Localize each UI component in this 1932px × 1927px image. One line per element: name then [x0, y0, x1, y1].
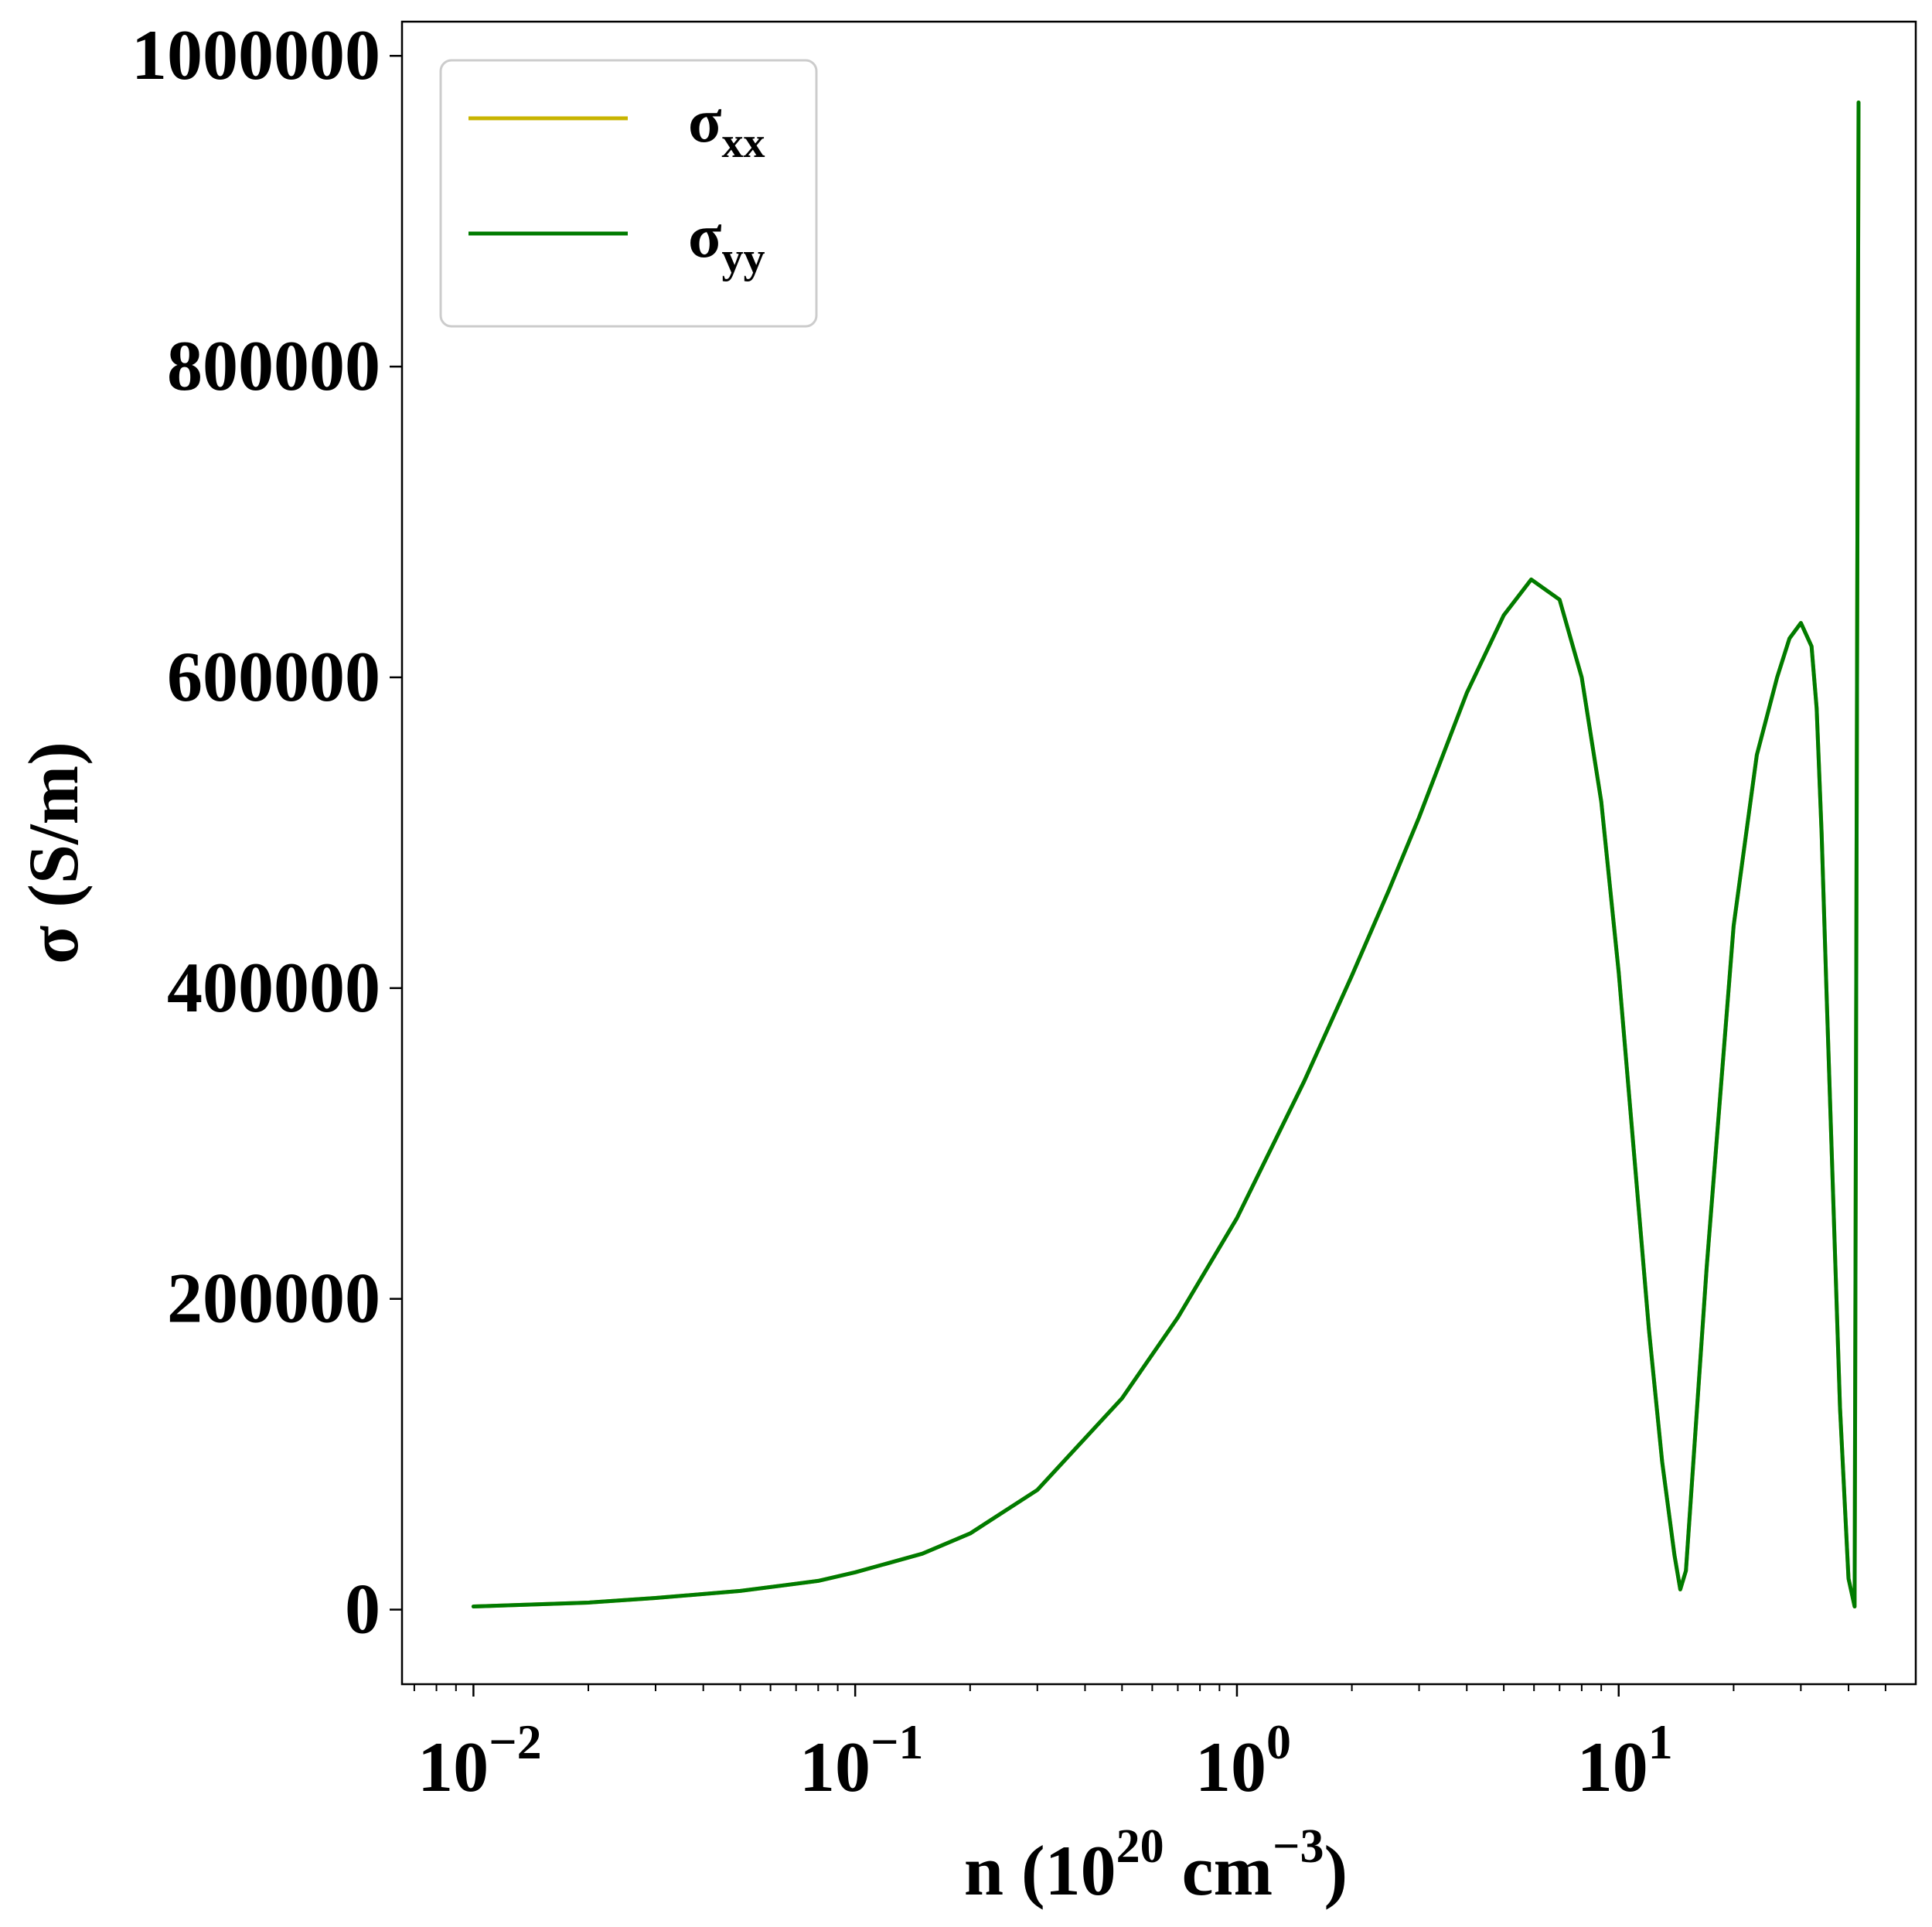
legend-box	[439, 59, 818, 328]
x-tick-label-base: 10	[417, 1727, 489, 1806]
legend-label-sigma-yy-symbol: σ	[688, 203, 722, 271]
legend-label-sigma-xx-symbol: σ	[688, 87, 722, 155]
x-tick-label-exponent: 0	[1266, 1714, 1291, 1769]
x-tick-label-exponent: 1	[1648, 1714, 1673, 1769]
x-axis: 10−2 10−1 100 101	[413, 1684, 1886, 1806]
x-axis-title-prefix: n (10	[964, 1831, 1116, 1910]
x-tick-label-exponent: −1	[871, 1714, 923, 1769]
legend-label-sigma-xx-subscript: xx	[722, 119, 765, 167]
x-axis-title-middle: cm	[1164, 1831, 1273, 1910]
x-axis-title-exp2: −3	[1273, 1820, 1324, 1873]
x-tick-label: 101	[1577, 1714, 1673, 1806]
legend-label-sigma-xx: σxx	[688, 87, 765, 167]
x-tick-label-base: 10	[1195, 1727, 1266, 1806]
plot-lines	[471, 101, 1861, 1608]
x-tick-label-exponent: −2	[489, 1714, 541, 1769]
x-axis-title-exp1: 20	[1116, 1820, 1164, 1873]
y-axis: 0 200000 400000 600000 800000 1000000	[131, 15, 402, 1649]
series-line-sigma-yy	[471, 101, 1861, 1608]
y-tick-label: 800000	[167, 326, 380, 405]
y-tick-label: 600000	[167, 637, 380, 716]
y-tick-label: 1000000	[131, 15, 380, 94]
y-axis-title: σ (S/m)	[14, 742, 93, 964]
legend-label-sigma-yy-subscript: yy	[722, 234, 765, 282]
x-axis-title-suffix: )	[1324, 1831, 1348, 1910]
y-tick-label: 200000	[167, 1259, 380, 1338]
y-tick-label: 0	[345, 1570, 380, 1649]
x-tick-label-base: 10	[1577, 1727, 1648, 1806]
legend: σxx σyy	[439, 59, 818, 328]
x-tick-label-base: 10	[799, 1727, 871, 1806]
plot-frame	[400, 20, 1917, 1686]
x-tick-label: 100	[1195, 1714, 1291, 1806]
legend-label-sigma-yy: σyy	[688, 203, 765, 282]
x-tick-label: 10−1	[799, 1714, 923, 1806]
x-tick-label: 10−2	[417, 1714, 541, 1806]
x-axis-title: n (1020 cm−3)	[964, 1820, 1348, 1910]
y-tick-label: 400000	[167, 948, 380, 1027]
